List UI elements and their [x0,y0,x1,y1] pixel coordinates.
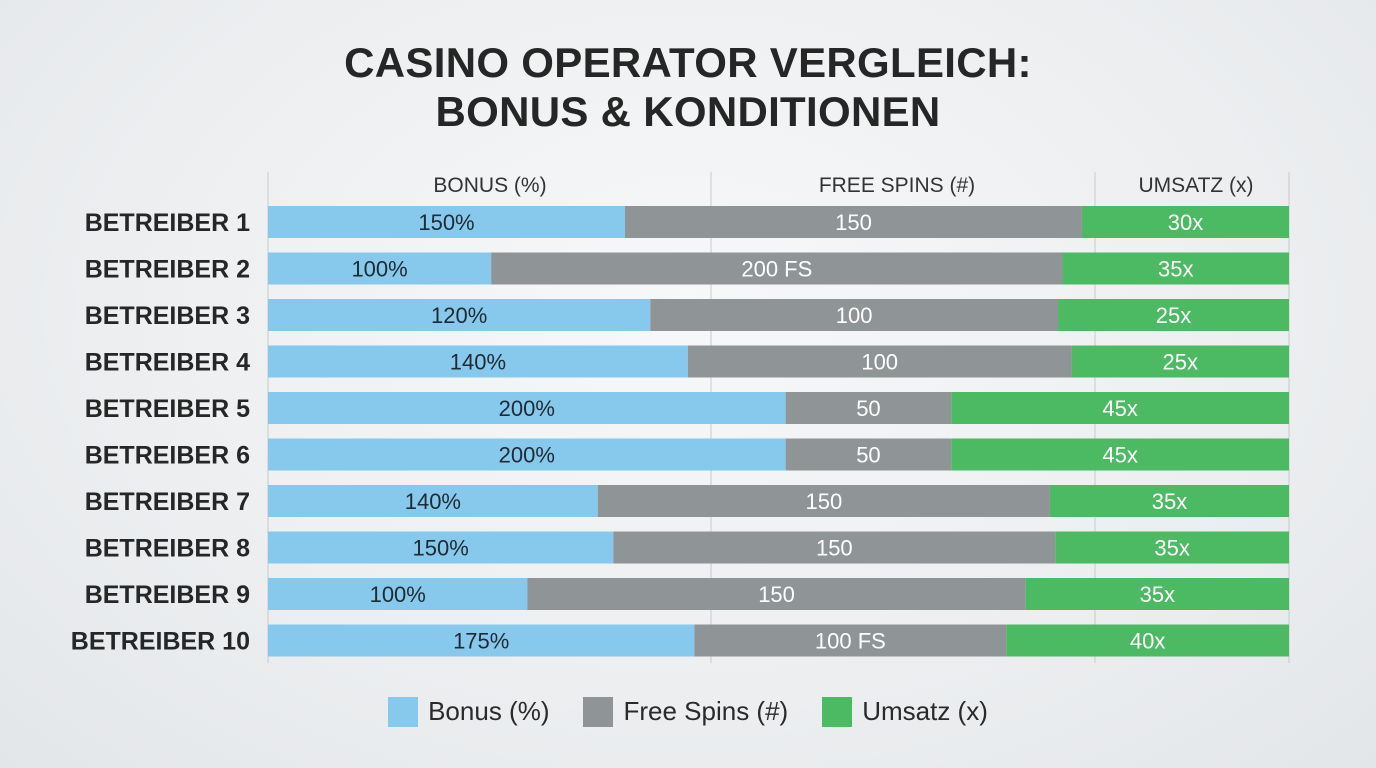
data-label-10-0: 175% [453,629,509,654]
data-label-9-0: 100% [370,582,426,607]
category-label-7: BETREIBER 7 [85,488,250,516]
bar-segment-2-1 [491,252,1063,285]
data-label-7-0: 140% [405,489,461,514]
data-label-4-0: 140% [450,350,506,375]
data-label-7-2: 35x [1152,489,1187,514]
column-header-0: BONUS (%) [433,174,546,197]
category-label-9: BETREIBER 9 [85,581,250,609]
bar-segment-7-2 [1049,485,1289,517]
legend-label-umsatz: Umsatz (x) [862,696,988,726]
legend-swatch-free-spins [583,696,614,727]
data-label-8-0: 150% [413,536,469,561]
bar-segment-2-2 [1062,252,1289,285]
data-label-4-2: 25x [1163,350,1198,375]
bar-segment-7-0 [268,485,598,517]
bar-segment-5-2 [951,392,1289,424]
category-label-2: BETREIBER 2 [85,256,250,284]
data-label-1-0: 150% [418,210,474,235]
bar-segment-9-2 [1025,578,1289,610]
bar-segment-3-2 [1058,299,1289,331]
bar-segment-8-2 [1055,531,1289,564]
legend-label-free-spins: Free Spins (#) [623,696,789,726]
data-label-6-1: 50 [856,443,880,468]
category-label-8: BETREIBER 8 [85,535,250,563]
chart-title-line-2: BONUS & KONDITIONEN [435,88,941,135]
bar-segment-4-0 [268,345,688,378]
column-header-2: UMSATZ (x) [1138,174,1253,197]
chart-title: CASINO OPERATOR VERGLEICH: BONUS & KONDI… [0,38,1376,136]
data-label-6-0: 200% [499,443,555,468]
data-label-8-2: 35x [1154,536,1189,561]
data-label-4-1: 100 [861,350,898,375]
data-label-1-1: 150 [835,210,872,235]
legend-label-bonus: Bonus (%) [428,696,550,726]
bar-segment-3-0 [268,299,651,331]
data-label-3-2: 25x [1156,303,1191,328]
category-label-5: BETREIBER 5 [85,395,250,423]
bar-segment-2-0 [268,252,492,285]
bar-segment-1-0 [268,206,625,238]
data-label-2-2: 35x [1158,257,1193,282]
category-label-4: BETREIBER 4 [85,349,250,377]
bar-segment-8-1 [613,531,1056,564]
data-label-3-0: 120% [431,303,487,328]
data-label-8-1: 150 [816,536,853,561]
bar-segment-5-1 [785,392,952,424]
legend-swatch-bonus [388,696,419,727]
chart-title-line-1: CASINO OPERATOR VERGLEICH: [344,39,1032,86]
data-label-10-1: 100 FS [815,629,886,654]
bar-segment-8-0 [268,531,614,564]
bar-segment-6-1 [785,438,952,471]
data-label-5-0: 200% [499,396,555,421]
bar-segment-10-0 [268,624,695,657]
data-label-10-2: 40x [1130,629,1165,654]
bar-segment-1-1 [624,206,1082,238]
category-label-1: BETREIBER 1 [85,209,250,237]
legend-swatch-umsatz [822,696,853,727]
bar-segment-3-1 [650,299,1059,331]
data-label-2-0: 100% [351,257,407,282]
bar-segment-6-0 [268,438,786,471]
legend-item-free-spins: Free Spins (#) [583,696,788,727]
bar-segment-7-1 [597,485,1050,517]
bar-segment-10-1 [694,624,1007,657]
data-label-1-2: 30x [1168,210,1203,235]
category-label-6: BETREIBER 6 [85,442,250,470]
bar-segment-4-1 [687,345,1072,378]
bar-segment-4-2 [1071,345,1289,378]
column-header-1: FREE SPINS (#) [819,174,975,197]
bar-segment-1-2 [1081,206,1289,238]
data-label-9-1: 150 [758,582,795,607]
data-label-5-2: 45x [1102,396,1137,421]
chart-legend: Bonus (%) Free Spins (#) Umsatz (x) [0,696,1376,727]
bar-segment-6-2 [951,438,1289,471]
bar-segment-9-1 [527,578,1026,610]
category-label-3: BETREIBER 3 [85,302,250,330]
bar-segment-9-0 [268,578,528,610]
legend-item-umsatz: Umsatz (x) [822,696,988,727]
data-label-5-1: 50 [856,396,880,421]
data-label-3-1: 100 [836,303,873,328]
data-label-6-2: 45x [1102,443,1137,468]
legend-item-bonus: Bonus (%) [388,696,549,727]
category-label-10: BETREIBER 10 [71,628,250,656]
data-label-9-2: 35x [1140,582,1175,607]
data-label-7-1: 150 [805,489,842,514]
bar-segment-10-2 [1006,624,1289,657]
data-label-2-1: 200 FS [741,257,812,282]
bar-segment-5-0 [268,392,786,424]
